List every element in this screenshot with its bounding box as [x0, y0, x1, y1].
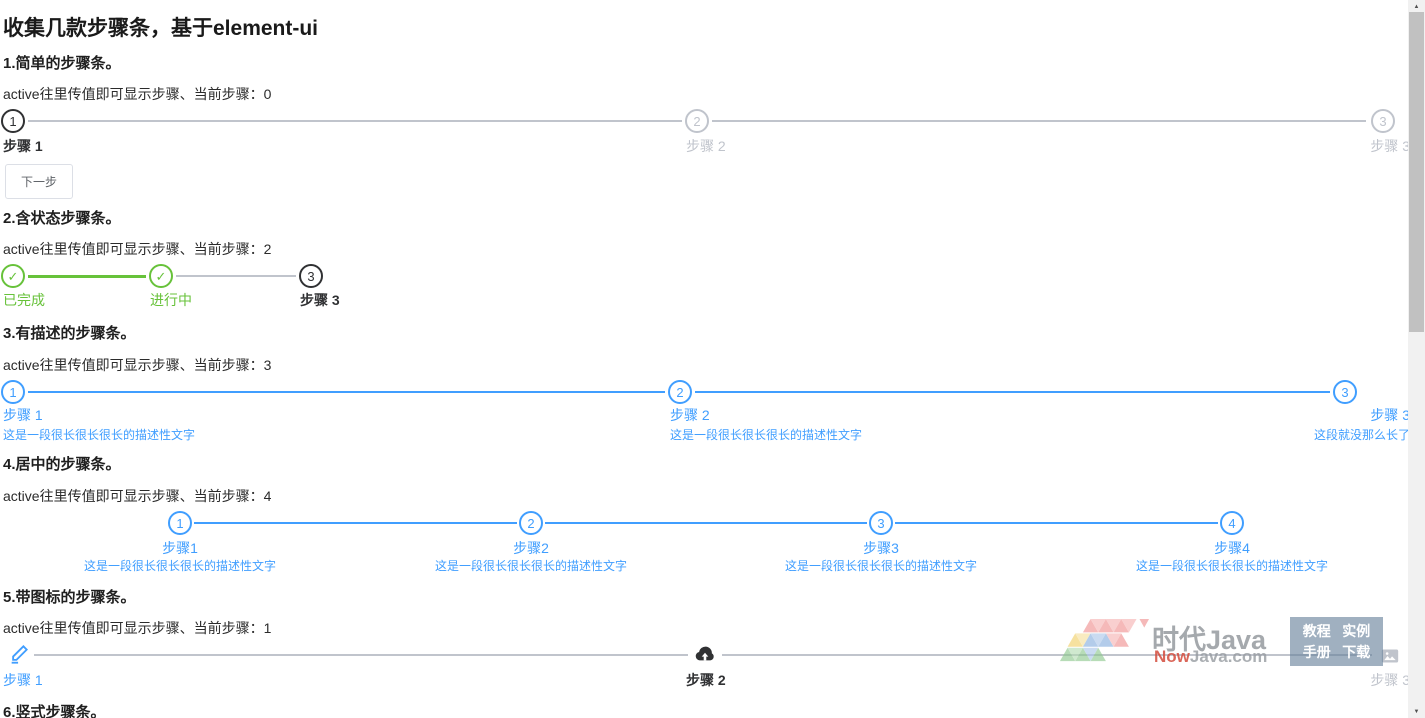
- check-icon: ✓: [7, 268, 19, 284]
- step-description: 这是一段很长很长很长的描述性文字: [670, 428, 863, 442]
- picture-icon: [1381, 647, 1399, 670]
- step-circle: 3: [1333, 380, 1357, 404]
- step-number: 2: [693, 113, 701, 129]
- section-6-heading: 6.竖式步骤条。: [3, 704, 106, 718]
- vertical-scrollbar[interactable]: ▲ ▼: [1408, 0, 1425, 718]
- watermark-link-manual[interactable]: 手册: [1302, 644, 1331, 661]
- step-circle: 3: [869, 511, 893, 535]
- step-circle: 1: [168, 511, 192, 535]
- section-5-heading: 5.带图标的步骤条。: [3, 589, 136, 606]
- step-title: 步骤 3: [1370, 407, 1410, 423]
- step-circle: 3: [1371, 109, 1395, 133]
- section-5-caption: active往里传值即可显示步骤、当前步骤：1: [3, 620, 272, 636]
- edit-icon: [8, 643, 30, 670]
- step-circle: 2: [519, 511, 543, 535]
- section-1-heading: 1.简单的步骤条。: [3, 55, 121, 72]
- section-2-caption: active往里传值即可显示步骤、当前步骤：2: [3, 241, 272, 257]
- step-line: [194, 522, 517, 524]
- section-2-heading: 2.含状态步骤条。: [3, 210, 121, 227]
- step-number: 1: [176, 515, 184, 531]
- nowjava-logo: [1058, 618, 1150, 669]
- step-description: 这段就没那么长了: [1313, 428, 1410, 442]
- next-step-button[interactable]: 下一步: [5, 164, 74, 199]
- step-number: 3: [1379, 113, 1387, 129]
- page-title: 收集几款步骤条，基于element-ui: [3, 17, 319, 40]
- step-number: 3: [307, 268, 315, 284]
- step-title: 步骤 1: [3, 672, 43, 688]
- watermark-link-tutorial[interactable]: 教程: [1302, 622, 1331, 639]
- step-number: 2: [676, 384, 684, 400]
- step-title: 步骤3: [863, 540, 899, 556]
- step-title: 步骤2: [513, 540, 549, 556]
- step-line: [722, 654, 1372, 656]
- step-title: 步骤 3: [300, 292, 340, 308]
- step-line: [712, 120, 1366, 122]
- step-title: 步骤 1: [3, 407, 43, 423]
- step-description: 这是一段很长很长很长的描述性文字: [3, 428, 196, 442]
- step-circle: 1: [1, 109, 25, 133]
- section-1-caption: active往里传值即可显示步骤、当前步骤：0: [3, 86, 272, 102]
- watermark-brand: 时代Java: [1152, 625, 1267, 655]
- scroll-down-icon[interactable]: ▼: [1413, 708, 1420, 715]
- step-circle: ✓: [149, 264, 173, 288]
- check-icon: ✓: [155, 268, 167, 284]
- step-line: [28, 120, 682, 122]
- watermark-domain-suffix: Java.com: [1189, 647, 1268, 666]
- step-line: [34, 654, 688, 656]
- step-number: 1: [9, 384, 17, 400]
- step-description: 这是一段很长很长很长的描述性文字: [83, 559, 276, 573]
- step-circle: 2: [668, 380, 692, 404]
- section-3-caption: active往里传值即可显示步骤、当前步骤：3: [3, 357, 272, 373]
- watermark-domain: NowJava.com: [1154, 647, 1267, 667]
- step-number: 4: [1228, 515, 1236, 531]
- step-line: [176, 275, 296, 277]
- upload-icon: [694, 644, 716, 671]
- step-circle: 4: [1220, 511, 1244, 535]
- step-title: 已完成: [3, 292, 45, 308]
- step-number: 3: [877, 515, 885, 531]
- watermark-domain-prefix: Now: [1154, 647, 1190, 666]
- section-3-heading: 3.有描述的步骤条。: [3, 325, 136, 342]
- section-4-heading: 4.居中的步骤条。: [3, 456, 121, 473]
- watermark-menu: 教程 实例 手册 下载: [1290, 617, 1383, 666]
- scrollbar-thumb[interactable]: [1409, 12, 1424, 332]
- step-description: 这是一段很长很长很长的描述性文字: [1135, 559, 1328, 573]
- step-line: [545, 522, 867, 524]
- watermark-link-download[interactable]: 下载: [1342, 644, 1371, 661]
- step-circle: ✓: [1, 264, 25, 288]
- scroll-up-icon[interactable]: ▲: [1413, 3, 1420, 10]
- step-circle: 1: [1, 380, 25, 404]
- step-line: [28, 275, 146, 278]
- step-number: 3: [1341, 384, 1349, 400]
- step-title: 步骤4: [1214, 540, 1250, 556]
- section-4-caption: active往里传值即可显示步骤、当前步骤：4: [3, 488, 272, 504]
- watermark-link-example[interactable]: 实例: [1342, 622, 1371, 639]
- step-line: [695, 391, 1330, 393]
- step-title: 步骤1: [162, 540, 198, 556]
- step-title: 步骤 2: [686, 672, 726, 688]
- step-circle: 3: [299, 264, 323, 288]
- step-line: [28, 391, 665, 393]
- step-circle: 2: [685, 109, 709, 133]
- step-title: 步骤 2: [670, 407, 710, 423]
- step-line: [895, 522, 1218, 524]
- step-title: 步骤 3: [1370, 138, 1410, 154]
- step-number: 2: [527, 515, 535, 531]
- step-description: 这是一段很长很长很长的描述性文字: [434, 559, 627, 573]
- step-title: 步骤 2: [686, 138, 726, 154]
- step-title: 步骤 3: [1370, 672, 1410, 688]
- step-description: 这是一段很长很长很长的描述性文字: [784, 559, 977, 573]
- step-title: 步骤 1: [3, 138, 43, 154]
- step-number: 1: [9, 113, 17, 129]
- step-title: 进行中: [150, 292, 192, 308]
